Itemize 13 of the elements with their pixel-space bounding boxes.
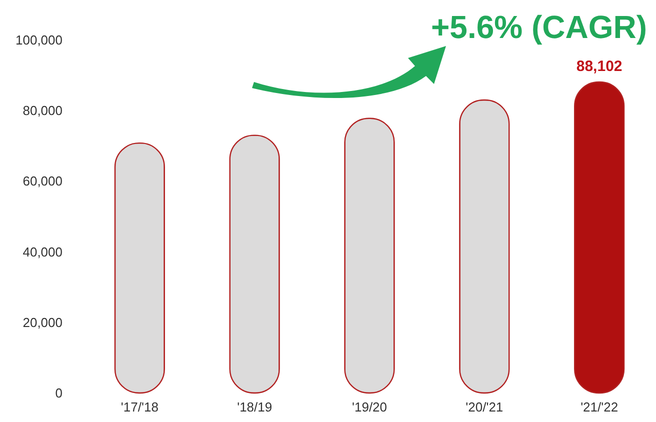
x-tick-label: '20/'21: [466, 400, 504, 414]
x-tick-label: '18/19: [237, 400, 272, 414]
x-tick-label: '17/'18: [120, 400, 158, 414]
y-tick-label: 20,000: [22, 314, 62, 330]
y-tick-label: 40,000: [22, 244, 62, 260]
data-label: 88,102: [576, 58, 622, 75]
y-tick-label: 0: [55, 386, 62, 400]
y-tick-label: 100,000: [16, 32, 62, 48]
x-tick-label: '19/20: [352, 400, 388, 414]
annotation: +5.6% (CAGR): [430, 9, 647, 45]
y-tick-label: 60,000: [22, 174, 62, 189]
x-tick-label: '21/'22: [580, 400, 618, 414]
y-tick-label: 80,000: [22, 103, 62, 118]
